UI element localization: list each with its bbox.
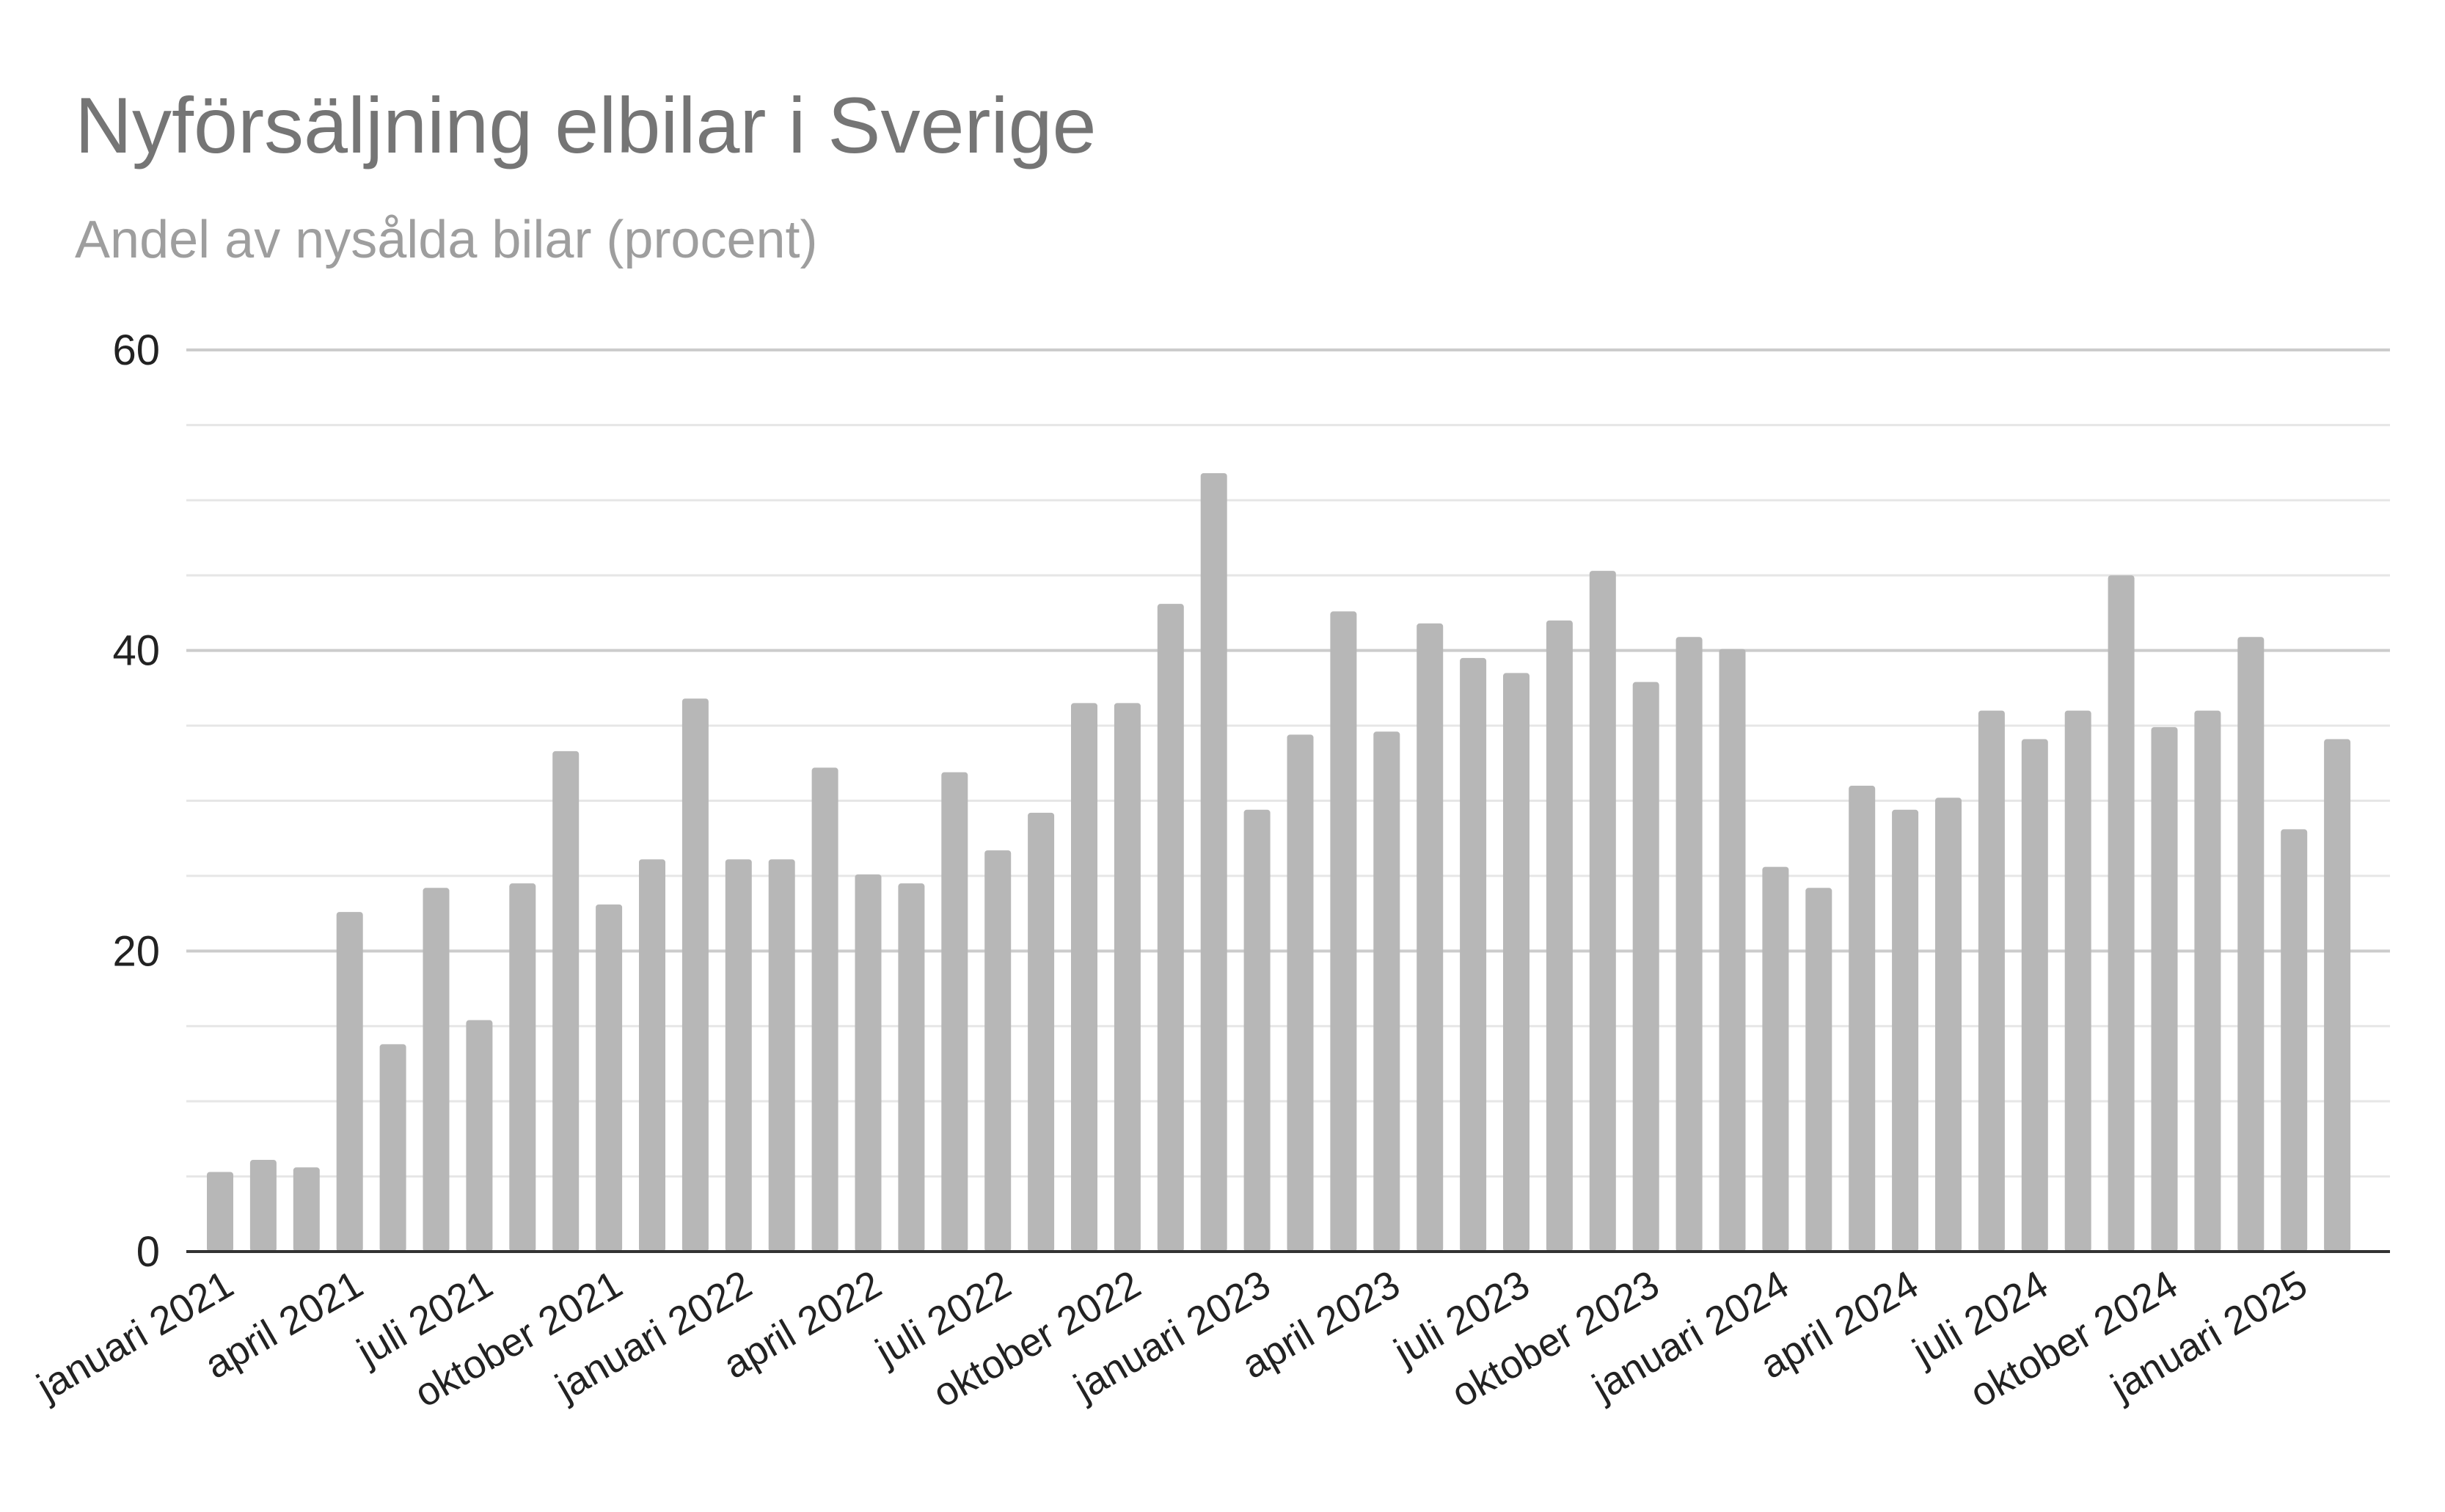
bar bbox=[293, 1167, 320, 1252]
bar bbox=[1546, 620, 1573, 1252]
bar bbox=[898, 883, 925, 1252]
bar bbox=[1503, 673, 1530, 1252]
bar bbox=[681, 698, 709, 1252]
bar bbox=[1157, 604, 1184, 1252]
bar bbox=[466, 1020, 493, 1252]
bar bbox=[1373, 731, 1400, 1252]
bar bbox=[811, 767, 838, 1252]
bar bbox=[1719, 649, 1746, 1252]
bar bbox=[1460, 657, 1487, 1252]
bar bbox=[509, 883, 536, 1252]
y-tick-label: 0 bbox=[136, 1228, 160, 1276]
bar bbox=[596, 904, 623, 1252]
bar bbox=[941, 772, 968, 1252]
bar bbox=[1892, 809, 1919, 1252]
bar bbox=[2064, 710, 2091, 1252]
bar bbox=[1071, 703, 1097, 1252]
bar bbox=[855, 874, 882, 1252]
y-tick-label: 60 bbox=[112, 326, 160, 374]
chart-subtitle: Andel av nysålda bilar (procent) bbox=[75, 211, 818, 269]
bar bbox=[552, 750, 580, 1252]
bar bbox=[1675, 637, 1703, 1252]
bar bbox=[1417, 623, 1444, 1252]
bar bbox=[2021, 739, 2048, 1252]
bar bbox=[379, 1044, 406, 1252]
bar bbox=[423, 888, 450, 1252]
bar bbox=[768, 859, 795, 1252]
bar bbox=[1589, 571, 1616, 1252]
bar bbox=[1028, 812, 1055, 1252]
bar bbox=[2324, 739, 2351, 1252]
y-axis: 0 20 40 60 bbox=[112, 326, 160, 1276]
bar bbox=[1114, 703, 1141, 1252]
chart-title: Nyförsäljning elbilar i Sverige bbox=[75, 81, 1097, 169]
bar bbox=[639, 859, 665, 1252]
bar bbox=[1200, 472, 1227, 1252]
y-tick-label: 20 bbox=[112, 927, 160, 975]
bar bbox=[2108, 575, 2135, 1252]
bar bbox=[984, 850, 1012, 1252]
y-tick-label: 40 bbox=[112, 627, 160, 675]
bar bbox=[1935, 797, 1962, 1252]
bar bbox=[1762, 866, 1789, 1252]
bar bbox=[1243, 809, 1271, 1252]
bar bbox=[1849, 786, 1876, 1252]
bar bbox=[1287, 734, 1314, 1252]
bars bbox=[207, 472, 2351, 1252]
bar bbox=[1805, 888, 1832, 1252]
bar bbox=[1330, 611, 1357, 1252]
bar bbox=[249, 1160, 277, 1252]
bar bbox=[336, 912, 363, 1252]
x-tick-label: januari 2021 bbox=[29, 1262, 241, 1410]
bar bbox=[2194, 710, 2221, 1252]
bar bbox=[1632, 682, 1659, 1252]
bar bbox=[2281, 829, 2308, 1252]
bar bbox=[207, 1172, 233, 1252]
bar bbox=[725, 859, 752, 1252]
bar bbox=[2151, 727, 2178, 1252]
bar bbox=[2237, 637, 2265, 1252]
bar bbox=[1978, 710, 2005, 1252]
